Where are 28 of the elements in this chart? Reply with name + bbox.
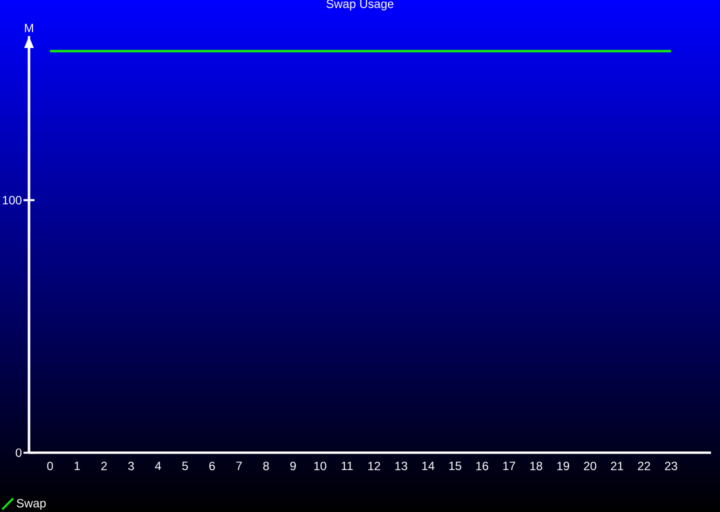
x-tick-label: 6 (209, 462, 215, 470)
y-axis-title: M (24, 24, 34, 32)
x-tick-label: 3 (128, 462, 134, 470)
x-tick-label: 4 (155, 462, 162, 470)
x-tick-label: 23 (664, 462, 678, 470)
x-tick-label: 20 (584, 462, 596, 470)
x-tick-label: 13 (395, 462, 408, 470)
y-tick-label: 100 (2, 196, 22, 204)
chart-title: Swap Usage (326, 0, 394, 10)
x-tick-label: 8 (263, 462, 269, 470)
x-tick-label: 15 (449, 462, 462, 470)
x-tick-label: 19 (557, 462, 570, 470)
x-tick-label: 2 (101, 462, 107, 470)
x-tick-label: 0 (47, 462, 53, 470)
x-tick-label: 21 (610, 462, 624, 470)
x-tick-label: 22 (638, 462, 650, 470)
x-tick-label: 7 (236, 462, 242, 470)
legend-label: Swap (16, 498, 46, 510)
x-tick-label: 5 (182, 462, 188, 470)
x-tick-label: 18 (530, 462, 542, 470)
x-tick-label: 9 (290, 462, 296, 470)
x-tick-label: 1 (74, 462, 80, 470)
x-tick-label: 17 (503, 462, 516, 470)
x-tick-label: 12 (368, 462, 380, 470)
x-tick-label: 10 (314, 462, 326, 470)
x-tick-label: 14 (422, 462, 434, 470)
x-tick-label: 11 (342, 462, 353, 470)
x-tick-label: 16 (476, 462, 488, 470)
